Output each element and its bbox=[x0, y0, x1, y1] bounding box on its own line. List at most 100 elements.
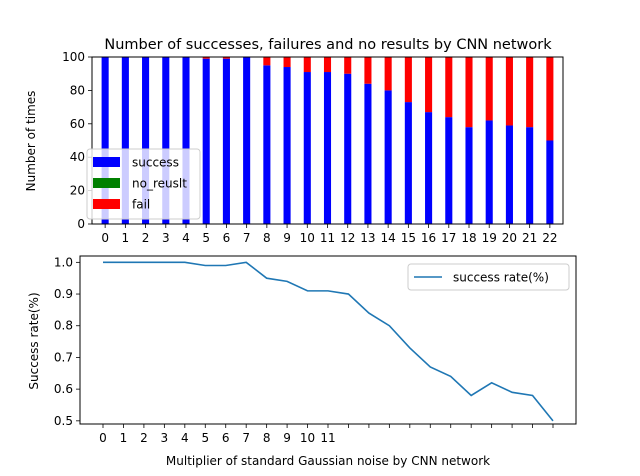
bar-success-21 bbox=[526, 127, 534, 224]
bottom-x-tick-label: 3 bbox=[161, 431, 169, 445]
bar-fail-15 bbox=[404, 57, 412, 103]
bar-fail-6 bbox=[222, 57, 230, 59]
bar-success-13 bbox=[364, 83, 372, 224]
bar-success-10 bbox=[303, 72, 311, 224]
top-y-ticks: 0 20 40 60 80 100 bbox=[62, 50, 92, 231]
bar-success-2 bbox=[142, 57, 150, 224]
bottom-subplot: Success rate(%) Multiplier of standard G… bbox=[27, 255, 577, 468]
top-x-tick-label: 17 bbox=[441, 231, 456, 245]
top-x-tick-label: 1 bbox=[122, 231, 130, 245]
bar-success-19 bbox=[485, 120, 493, 224]
top-x-tick-label: 11 bbox=[320, 231, 335, 245]
top-x-tick-label: 13 bbox=[360, 231, 375, 245]
bar-fail-16 bbox=[425, 57, 433, 113]
top-x-tick-label: 6 bbox=[223, 231, 231, 245]
top-x-tick-label: 15 bbox=[401, 231, 416, 245]
top-y-tick-label: 80 bbox=[70, 83, 85, 97]
bar-success-18 bbox=[465, 127, 473, 224]
bottom-x-tick-label: 2 bbox=[140, 431, 148, 445]
top-x-tick-label: 5 bbox=[202, 231, 210, 245]
bar-success-14 bbox=[384, 90, 392, 225]
top-x-tick-label: 0 bbox=[101, 231, 109, 245]
top-subplot: Number of successes, failures and no res… bbox=[24, 37, 564, 245]
bar-success-7 bbox=[243, 57, 251, 224]
bottom-x-tick-label: 7 bbox=[242, 431, 250, 445]
bottom-y-tick-label: 0.8 bbox=[54, 319, 73, 333]
bottom-x-tick-label: 0 bbox=[99, 431, 107, 445]
bar-success-5 bbox=[202, 58, 210, 224]
bar-success-20 bbox=[505, 125, 513, 224]
top-x-tick-label: 18 bbox=[461, 231, 476, 245]
bar-fail-18 bbox=[465, 57, 473, 128]
bottom-y-tick-label: 0.9 bbox=[54, 287, 73, 301]
bar-success-17 bbox=[445, 117, 453, 224]
bottom-y-tick-label: 0.5 bbox=[54, 414, 73, 428]
bar-success-4 bbox=[182, 57, 190, 224]
top-x-tick-label: 22 bbox=[542, 231, 557, 245]
bar-fail-10 bbox=[303, 57, 311, 73]
bar-fail-11 bbox=[323, 57, 332, 73]
bottom-x-tick-label: 6 bbox=[222, 431, 230, 445]
top-x-tick-label: 19 bbox=[482, 231, 497, 245]
bottom-x-tick-label: 10 bbox=[300, 431, 315, 445]
bar-fail-21 bbox=[526, 57, 534, 128]
legend-label-no_reuslt: no_reuslt bbox=[132, 177, 187, 191]
success-rate-line bbox=[103, 261, 554, 422]
legend-swatch-fail bbox=[93, 199, 120, 209]
legend-swatch-no_reuslt bbox=[93, 178, 120, 188]
top-y-tick-label: 60 bbox=[70, 117, 85, 131]
legend-label-success: success bbox=[132, 156, 179, 170]
bar-fail-14 bbox=[384, 57, 392, 91]
top-x-ticks: 0 1 2 3 4 5 6 7 8 9 10 11 12 13 14 15 16 17 18 19 20 21 22 bbox=[101, 224, 558, 245]
top-x-tick-label: 4 bbox=[182, 231, 190, 245]
top-x-tick-label: 20 bbox=[502, 231, 517, 245]
bottom-x-axis-label: Multiplier of standard Gaussian noise by… bbox=[166, 454, 490, 468]
top-x-tick-label: 9 bbox=[283, 231, 291, 245]
top-plot-frame bbox=[91, 56, 564, 225]
bottom-y-tick-label: 1.0 bbox=[54, 255, 73, 269]
bar-success-12 bbox=[344, 73, 352, 224]
bar-fail-13 bbox=[364, 57, 372, 84]
bar-fail-20 bbox=[505, 57, 513, 126]
bar-fail-9 bbox=[283, 57, 291, 68]
bottom-x-tick-label: 11 bbox=[320, 431, 335, 445]
top-y-axis-label: Number of times bbox=[24, 91, 38, 192]
legend-swatch-success bbox=[93, 157, 120, 167]
bottom-y-tick-label: 0.7 bbox=[54, 350, 73, 364]
top-x-tick-label: 8 bbox=[263, 231, 271, 245]
legend-label-fail: fail bbox=[132, 198, 150, 212]
top-x-tick-label: 21 bbox=[522, 231, 537, 245]
bar-success-6 bbox=[222, 58, 230, 224]
bottom-legend: success rate(%) bbox=[407, 263, 570, 291]
bar-success-8 bbox=[263, 65, 271, 224]
bottom-legend-box bbox=[407, 263, 570, 291]
bar-success-15 bbox=[404, 102, 412, 224]
bottom-x-tick-label: 9 bbox=[283, 431, 291, 445]
bottom-y-axis-label: Success rate(%) bbox=[27, 292, 41, 389]
bar-success-16 bbox=[425, 112, 433, 224]
bar-fail-19 bbox=[485, 57, 493, 121]
top-x-tick-label: 7 bbox=[243, 231, 251, 245]
bar-fail-8 bbox=[263, 57, 271, 66]
top-y-tick-label: 20 bbox=[70, 184, 85, 198]
top-bars bbox=[101, 57, 554, 225]
top-x-tick-label: 10 bbox=[300, 231, 315, 245]
top-x-tick-label: 2 bbox=[142, 231, 150, 245]
bar-fail-22 bbox=[546, 57, 554, 141]
bottom-plot-frame bbox=[79, 255, 577, 425]
bar-success-3 bbox=[162, 57, 170, 224]
bottom-y-ticks: 0.5 0.6 0.7 0.8 0.9 1.0 bbox=[54, 255, 80, 428]
top-y-tick-label: 40 bbox=[70, 150, 85, 164]
bar-fail-5 bbox=[202, 57, 210, 59]
bottom-x-ticks: 0 1 2 3 4 5 6 7 8 9 10 11 bbox=[99, 424, 554, 445]
legend-label-success-rate: success rate(%) bbox=[453, 271, 549, 285]
bar-success-1 bbox=[121, 57, 129, 224]
bottom-x-tick-label: 8 bbox=[263, 431, 271, 445]
bar-success-9 bbox=[283, 67, 291, 225]
top-y-tick-label: 100 bbox=[62, 50, 85, 64]
top-y-tick-label: 0 bbox=[77, 217, 85, 231]
bar-success-0 bbox=[101, 57, 109, 224]
top-x-tick-label: 12 bbox=[340, 231, 355, 245]
